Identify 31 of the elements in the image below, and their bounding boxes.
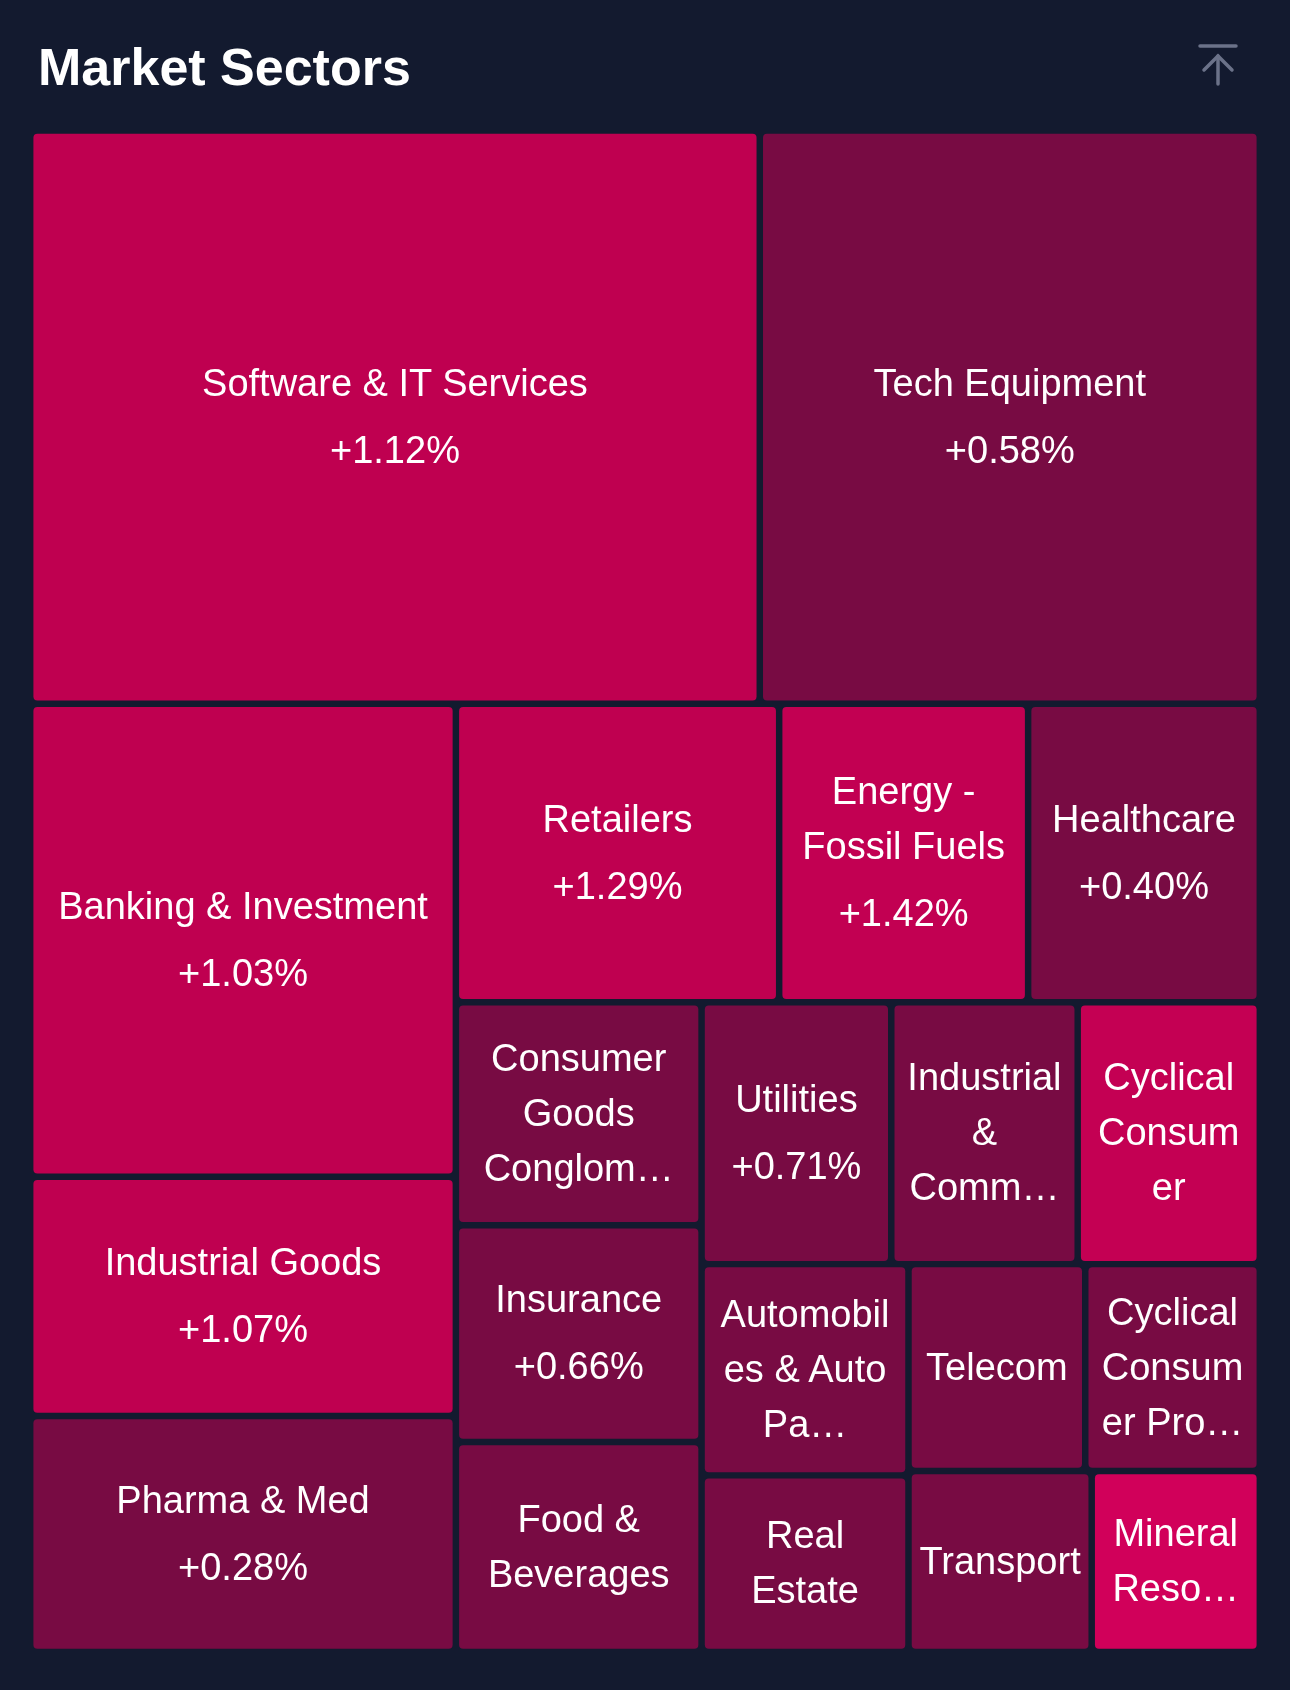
category-label: Cyclical Consumer Pro… xyxy=(1101,1290,1244,1443)
category-label: Automobiles & Auto Pa… xyxy=(720,1292,890,1445)
category-label: Mineral Reso… xyxy=(1112,1512,1240,1610)
data-label: +0.71% xyxy=(731,1144,862,1187)
data-label: +0.66% xyxy=(513,1345,644,1388)
text: Market Sectors xyxy=(38,38,411,96)
category-label: Cyclical Consumer xyxy=(1098,1056,1240,1209)
category-label: Telecom xyxy=(926,1345,1068,1388)
category-label: Software & IT Services xyxy=(202,361,588,404)
category-label: Industrial Goods xyxy=(104,1241,382,1284)
category-label: Tech Equipment xyxy=(873,361,1147,404)
data-label: +1.03% xyxy=(178,951,308,994)
data-label: +0.40% xyxy=(1079,864,1209,907)
data-label: +1.12% xyxy=(330,428,460,471)
category-label: Insurance xyxy=(495,1278,663,1321)
category-label: Energy - Fossil Fuels xyxy=(802,770,1006,868)
data-label: +0.58% xyxy=(944,428,1075,471)
data-label: +1.07% xyxy=(178,1308,308,1351)
category-label: Banking & Investment xyxy=(58,884,429,927)
category-label: Real Estate xyxy=(751,1514,859,1612)
data-label: +0.28% xyxy=(178,1545,308,1588)
category-label: Transport xyxy=(919,1539,1082,1582)
category-label: Consumer Goods Conglom… xyxy=(483,1036,674,1189)
category-label: Healthcare xyxy=(1052,797,1236,840)
category-label: Industrial & Comm… xyxy=(907,1056,1062,1209)
data-label: +1.29% xyxy=(552,864,683,907)
category-label: Pharma & Med xyxy=(116,1478,370,1521)
category-label: Utilities xyxy=(735,1077,858,1120)
category-label: Food & Beverages xyxy=(487,1497,670,1595)
category-label: Retailers xyxy=(542,797,693,840)
data-label: +1.42% xyxy=(838,892,969,935)
